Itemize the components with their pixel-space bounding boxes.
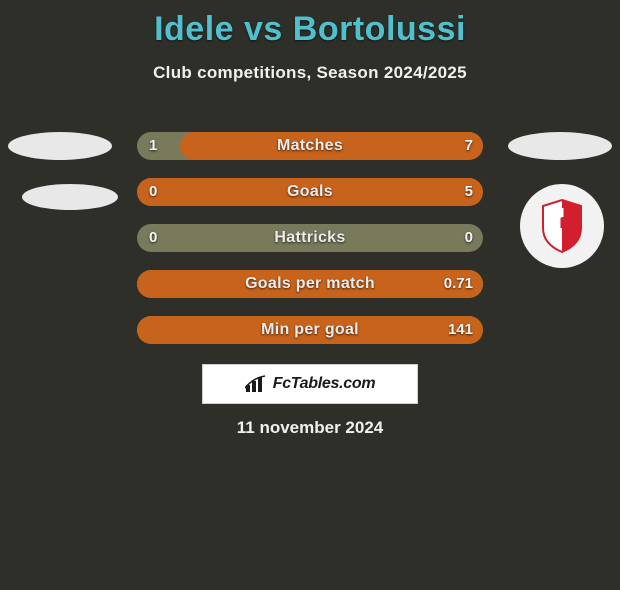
- bars-icon: [245, 375, 267, 393]
- source-badge: FcTables.com: [202, 364, 418, 404]
- stat-rows: 1Matches70Goals50Hattricks0Goals per mat…: [137, 132, 483, 362]
- stat-label: Min per goal: [137, 316, 483, 344]
- vs-text: vs: [244, 10, 283, 48]
- stat-value-right: 0.71: [444, 270, 473, 298]
- stat-label: Goals per match: [137, 270, 483, 298]
- subtitle: Club competitions, Season 2024/2025: [0, 63, 620, 83]
- player2-face-blob: [508, 132, 612, 160]
- badge-text: FcTables.com: [273, 375, 376, 393]
- stat-value-right: 0: [465, 224, 473, 252]
- stat-row: Min per goal141: [137, 316, 483, 344]
- stat-label: Matches: [137, 132, 483, 160]
- club-crest: [520, 184, 604, 268]
- stat-label: Goals: [137, 178, 483, 206]
- stat-row: 0Hattricks0: [137, 224, 483, 252]
- player1-torso-blob: [22, 184, 118, 210]
- stat-row: 0Goals5: [137, 178, 483, 206]
- shield-icon: [539, 198, 585, 254]
- stat-value-right: 141: [448, 316, 473, 344]
- stat-row: Goals per match0.71: [137, 270, 483, 298]
- stat-value-right: 5: [465, 178, 473, 206]
- stat-value-right: 7: [465, 132, 473, 160]
- player2-name: Bortolussi: [293, 10, 466, 48]
- date-text: 11 november 2024: [0, 418, 620, 438]
- stat-row: 1Matches7: [137, 132, 483, 160]
- stat-label: Hattricks: [137, 224, 483, 252]
- player1-face-blob: [8, 132, 112, 160]
- page-title: Idele vs Bortolussi: [0, 10, 620, 49]
- player1-name: Idele: [154, 10, 234, 48]
